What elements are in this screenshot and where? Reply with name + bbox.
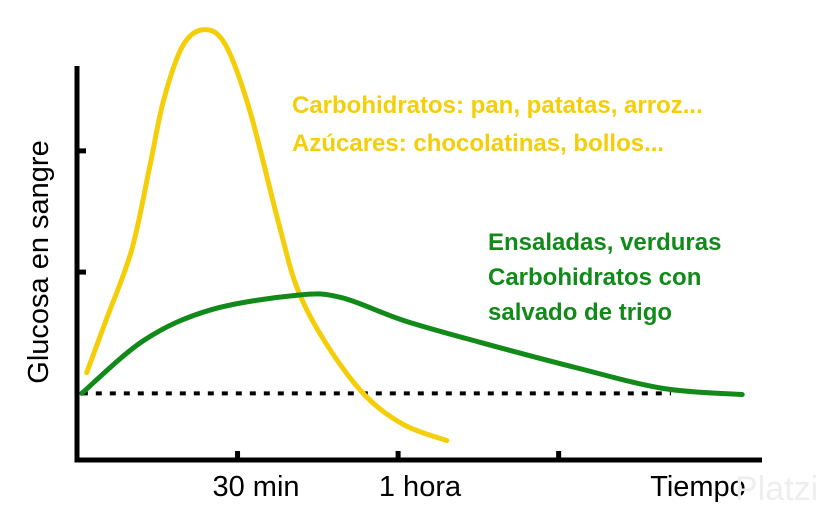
- x-tick-label-1hora: 1 hora: [379, 471, 462, 503]
- x-tick-label-30min: 30 min: [212, 471, 299, 503]
- series-line-fast-carbs: [84, 27, 450, 444]
- watermark: Platzi: [735, 470, 818, 508]
- annotation-fast-carbs-line1: Carbohidratos: pan, patatas, arroz...: [292, 92, 703, 119]
- annotation-slow-carbs-line2: Carbohidratos con: [488, 264, 701, 291]
- series-line-slow-carbs: [79, 291, 745, 398]
- annotation-fast-carbs-line2: Azúcares: chocolatinas, bollos...: [292, 130, 664, 157]
- y-axis-label: Glucosa en sangre: [23, 140, 55, 383]
- x-axis-label: Tiempo: [650, 471, 746, 503]
- annotation-slow-carbs-line3: salvado de trigo: [488, 299, 672, 326]
- annotation-slow-carbs-line1: Ensaladas, verduras: [488, 229, 721, 256]
